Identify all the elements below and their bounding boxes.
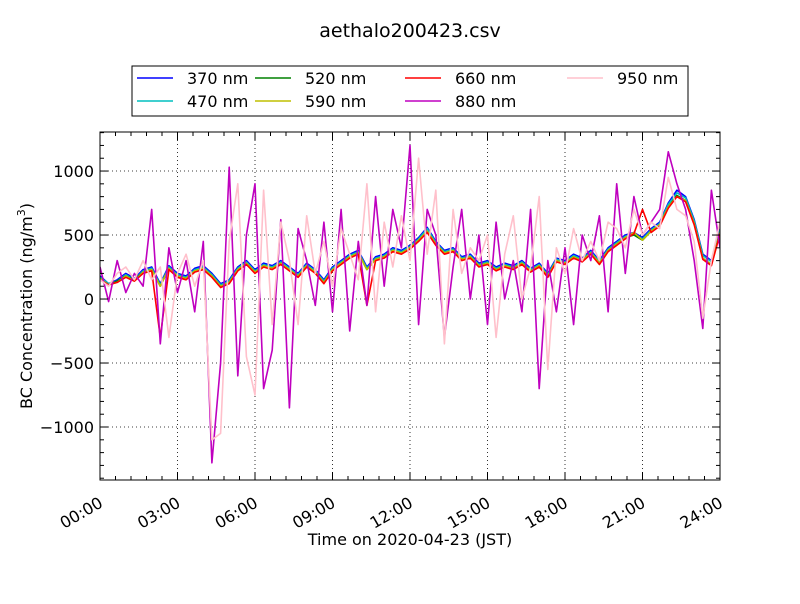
x-tick-label: 15:00	[444, 493, 493, 533]
legend-label: 880 nm	[455, 92, 516, 111]
y-tick-label: 500	[63, 226, 94, 245]
x-tick-label: 21:00	[599, 493, 648, 533]
legend: 370 nm 470 nm 520 nm 590 nm 660 nm 880 nm 950 …	[131, 65, 689, 117]
legend-label: 950 nm	[617, 69, 678, 88]
legend-label: 660 nm	[455, 69, 516, 88]
y-tick-label: 0	[84, 290, 94, 309]
series-line-950-nm	[100, 157, 720, 441]
series-line-880-nm	[100, 144, 720, 464]
x-tick-label: 00:00	[57, 493, 106, 533]
x-axis-label: Time on 2020-04-23 (JST)	[307, 530, 512, 549]
y-tick-label: −500	[50, 354, 94, 373]
x-tick-label: 18:00	[522, 493, 571, 533]
x-tick-label: 06:00	[212, 493, 261, 533]
grid	[100, 132, 720, 480]
x-tick-label: 12:00	[367, 493, 416, 533]
y-tick-label: −1000	[40, 418, 94, 437]
y-tick-label: 1000	[53, 162, 94, 181]
axis-ticks: 00:00 03:00 06:00 09:00 12:00 15:00 18:00 21:00…	[40, 132, 726, 533]
legend-label: 520 nm	[305, 69, 366, 88]
x-tick-label: 09:00	[289, 493, 338, 533]
legend-label: 370 nm	[187, 69, 248, 88]
series-lines	[100, 144, 720, 464]
x-tick-label: 24:00	[677, 493, 726, 533]
legend-label: 590 nm	[305, 92, 366, 111]
x-tick-label: 03:00	[134, 493, 183, 533]
legend-label: 470 nm	[187, 92, 248, 111]
y-axis-label: BC Concentration (ng/m3)	[15, 203, 36, 409]
chart-title: aethalo200423.csv	[319, 20, 501, 42]
